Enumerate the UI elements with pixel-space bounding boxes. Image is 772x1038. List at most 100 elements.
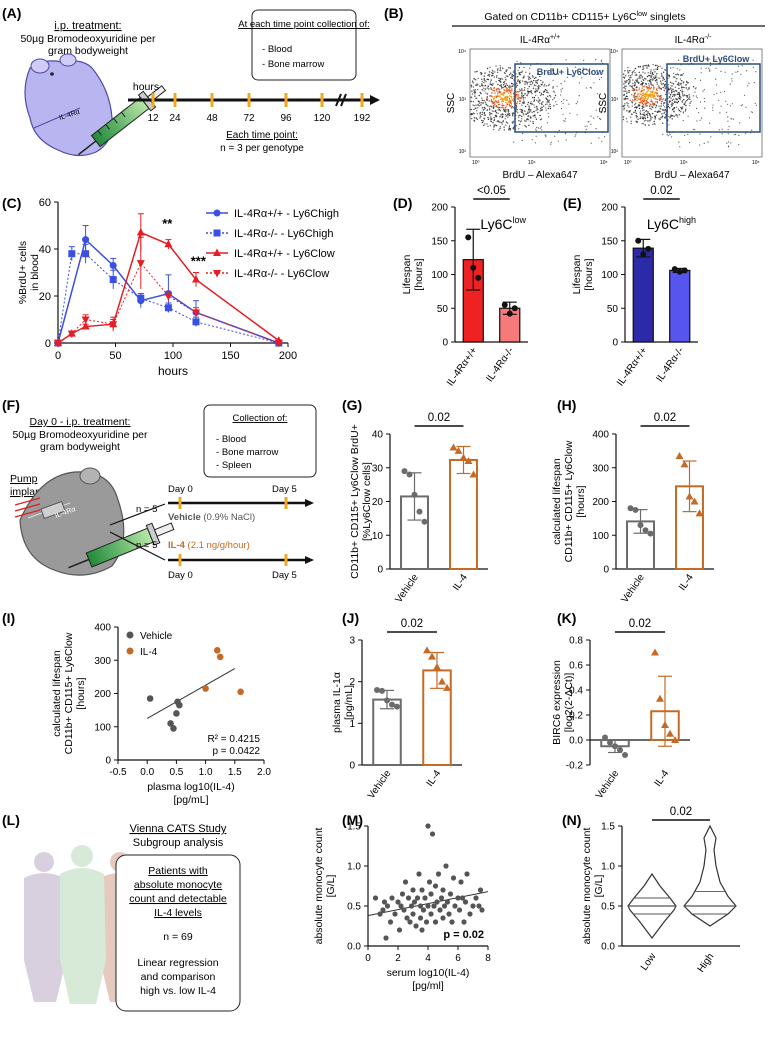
flow-event-dot [677, 91, 679, 94]
flow-event-dot [709, 65, 712, 67]
flow-event-dot [639, 93, 641, 95]
flow-event-dot [731, 58, 733, 60]
flow-event-dot [537, 111, 539, 114]
flow-event-dot [486, 67, 489, 70]
flow-event-dot [506, 97, 509, 99]
flow-event-dot [503, 129, 505, 131]
flow-event-dot [673, 72, 675, 74]
flow-event-dot [640, 74, 642, 76]
inset-label: Ly6Chigh [647, 215, 696, 232]
flow-event-dot [515, 107, 518, 110]
flow-event-dot [528, 81, 530, 83]
y-tick-label: 0.2 [569, 711, 583, 722]
x-tick-label: 0 [55, 350, 61, 362]
flow-event-dot [487, 105, 489, 107]
flow-event-dot [751, 129, 753, 131]
flow-event-dot [533, 110, 536, 113]
flow-event-dot [530, 101, 532, 103]
l-box [115, 854, 241, 1012]
flow-event-dot [492, 89, 494, 92]
x-tick-label: Low [639, 951, 659, 973]
treatment-line1: 50µg Bromodeoxyuridine per [20, 33, 156, 45]
flow-event-dot [501, 98, 503, 100]
flow-event-dot [699, 133, 701, 135]
flow-event-dot [670, 97, 672, 99]
data-point [432, 883, 439, 889]
flow-event-dot [535, 118, 538, 120]
data-point [656, 694, 664, 702]
flow-event-dot [660, 117, 662, 119]
flow-event-dot [508, 92, 510, 94]
flow-event-dot [647, 112, 649, 114]
flow-event-dot [671, 102, 673, 104]
flow-event-dot [574, 135, 576, 137]
y-tick-label: 1.0 [347, 862, 361, 873]
flow-event-dot [673, 110, 675, 112]
flow-event-dot [527, 88, 529, 90]
data-point [433, 663, 441, 671]
flow-event-dot [556, 103, 558, 106]
flow-event-dot [644, 124, 646, 126]
flow-event-dot [601, 111, 603, 114]
flow-event-dot [707, 141, 709, 143]
bar [632, 247, 654, 343]
flow-event-dot [503, 104, 505, 107]
flow-event-dot [681, 87, 683, 89]
flow-event-dot [526, 83, 528, 85]
flow-event-dot [545, 85, 547, 87]
y-tick-label: 0.0 [347, 942, 361, 953]
flow-event-dot [652, 90, 654, 92]
flow-event-dot [674, 86, 677, 88]
flow-event-dot [629, 99, 631, 101]
flow-event-dot [505, 115, 507, 118]
flow-event-dot [679, 89, 682, 92]
flow-event-dot [671, 115, 674, 117]
flow-event-dot [624, 80, 626, 82]
x-tick-label: IL-4 [653, 768, 672, 789]
flow-event-dot [659, 107, 661, 110]
data-point [82, 236, 90, 244]
flow-event-dot [488, 73, 491, 76]
flow-event-dot [590, 115, 592, 117]
flow-left-plot [469, 48, 611, 158]
flow-event-dot [523, 89, 526, 91]
flow-event-dot [661, 67, 663, 70]
flow-event-dot [636, 95, 638, 98]
flow-event-dot [649, 75, 651, 77]
flow-event-dot [637, 94, 639, 97]
flow-event-dot [638, 95, 640, 97]
data-point [414, 895, 421, 901]
flow-event-dot [647, 89, 650, 91]
flow-event-dot [545, 97, 547, 99]
flow-event-dot [499, 67, 502, 69]
flow-event-dot [531, 93, 533, 95]
flow-event-dot [738, 134, 740, 137]
flow-event-dot [633, 93, 636, 95]
flow-event-dot [685, 104, 687, 107]
flow-event-dot [527, 103, 529, 106]
panel-letter-m: (M) [342, 812, 363, 828]
flow-event-dot [523, 120, 526, 122]
data-point [458, 879, 464, 885]
flow-event-dot [624, 75, 627, 77]
flow-event-dot [535, 135, 537, 137]
flow-event-dot [646, 97, 648, 100]
data-point [464, 871, 470, 877]
flow-event-dot [537, 108, 539, 111]
flow-event-dot [546, 98, 549, 101]
flow-event-dot [648, 87, 650, 90]
flow-event-dot [682, 93, 684, 95]
flow-event-dot [657, 95, 659, 98]
flow-event-dot [531, 103, 533, 106]
flow-event-dot [716, 92, 718, 94]
flow-event-dot [484, 88, 487, 90]
flow-event-dot [547, 84, 550, 87]
flow-event-dot [540, 108, 542, 110]
flow-event-dot [575, 134, 577, 136]
flow-event-dot [671, 99, 673, 102]
flow-event-dot [497, 83, 499, 86]
flow-event-dot [644, 72, 646, 74]
flow-event-dot [508, 98, 511, 100]
